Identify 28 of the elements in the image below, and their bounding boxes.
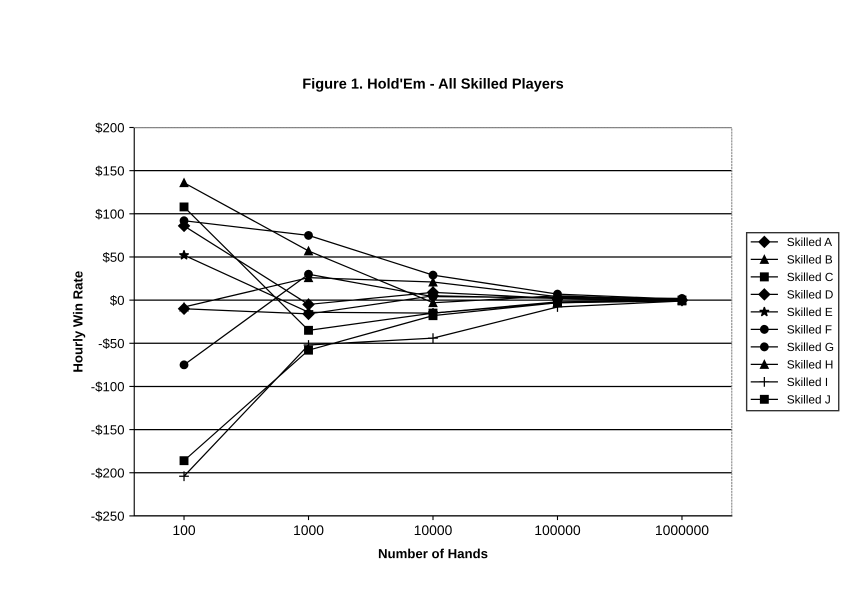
y-tick-label: -$250 bbox=[91, 510, 124, 522]
y-tick-label: -$150 bbox=[91, 424, 124, 436]
y-tick-label: -$200 bbox=[91, 468, 124, 478]
legend-label: Skilled E bbox=[787, 307, 832, 316]
x-tick-label: 1000 bbox=[294, 525, 324, 536]
x-tick-label: 10000 bbox=[414, 525, 452, 536]
legend-label: Skilled J bbox=[787, 394, 830, 404]
legend-label: Skilled F bbox=[787, 324, 832, 334]
y-tick-label: $200 bbox=[95, 122, 124, 134]
x-tick-label: 1000000 bbox=[656, 525, 708, 536]
legend-label: Skilled G bbox=[787, 342, 834, 352]
legend-label: Skilled C bbox=[787, 272, 833, 282]
x-tick-label: 100000 bbox=[535, 525, 580, 536]
legend-label: Skilled I bbox=[787, 377, 828, 386]
y-tick-label: $50 bbox=[102, 252, 124, 263]
y-tick-label: $100 bbox=[95, 208, 124, 220]
legend-label: Skilled H bbox=[787, 360, 832, 369]
y-tick-label: -$50 bbox=[98, 338, 124, 349]
x-tick-label: 100 bbox=[174, 525, 196, 536]
y-axis-title: Hourly Win Rate bbox=[72, 271, 86, 372]
chart-title: Figure 1. Hold'Em - All Skilled Players bbox=[303, 78, 564, 92]
legend-label: Skilled A bbox=[787, 237, 832, 246]
y-tick-label: $150 bbox=[95, 166, 124, 176]
legend-label: Skilled D bbox=[787, 290, 833, 299]
legend-label: Skilled B bbox=[787, 254, 832, 264]
x-axis-title: Number of Hands bbox=[378, 548, 488, 558]
y-tick-label: -$100 bbox=[91, 381, 124, 392]
y-tick-label: $0 bbox=[110, 295, 124, 306]
